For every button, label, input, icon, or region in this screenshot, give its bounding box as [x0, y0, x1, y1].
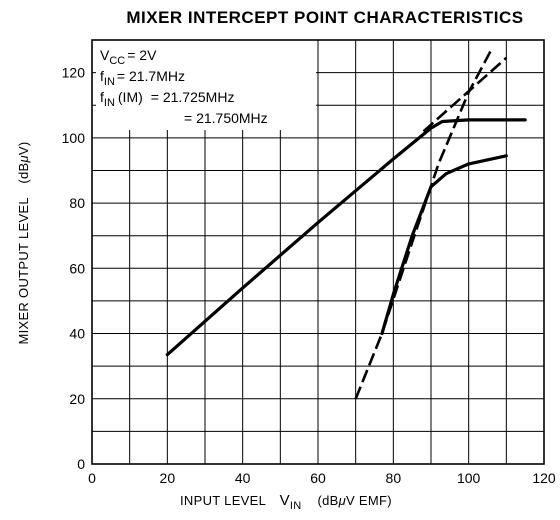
grid-layer [92, 40, 544, 464]
x-tick-label: 40 [235, 470, 251, 486]
dashed-curve-2 [422, 56, 508, 133]
y-tick-label: 60 [69, 260, 85, 276]
y-tick-label: 0 [77, 456, 85, 472]
x-tick-label: 20 [160, 470, 176, 486]
y-tick-label: 100 [62, 130, 86, 146]
dashed-curve-4 [354, 49, 493, 400]
x-tick-label: 120 [532, 470, 556, 486]
y-axis-label: MIXER OUTPUT LEVEL (dBμV) [16, 141, 31, 344]
y-tick-label: 120 [62, 65, 86, 81]
fim-label-2: = 21.750MHz [184, 110, 268, 126]
y-tick-label: 80 [69, 195, 85, 211]
curve-layer [165, 49, 527, 400]
y-tick-label: 40 [69, 326, 85, 342]
y-tick-label: 20 [69, 391, 85, 407]
x-tick-label: 60 [310, 470, 326, 486]
x-axis-label: INPUT LEVEL VIN (dBμV EMF) [180, 492, 392, 512]
x-tick-label: 80 [386, 470, 402, 486]
plot-frame [91, 39, 545, 465]
fim-label: fIN (IM) = 21.725MHz [100, 89, 234, 109]
x-tick-label: 100 [457, 470, 481, 486]
vcc-label: VCC = 2V [100, 47, 157, 67]
solid-curve-1 [165, 118, 527, 357]
fin-label: fIN = 21.7MHz [100, 68, 185, 88]
x-tick-label: 0 [88, 470, 96, 486]
chart-title: MIXER INTERCEPT POINT CHARACTERISTICS [126, 8, 523, 27]
conditions-box: VCC = 2V fIN = 21.7MHz fIN (IM) = 21.725MHz … [96, 40, 316, 130]
solid-curve-3 [380, 154, 508, 336]
tick-layer: 0 20 40 60 80 100 120 0 20 40 60 80 100 120 [62, 65, 556, 486]
